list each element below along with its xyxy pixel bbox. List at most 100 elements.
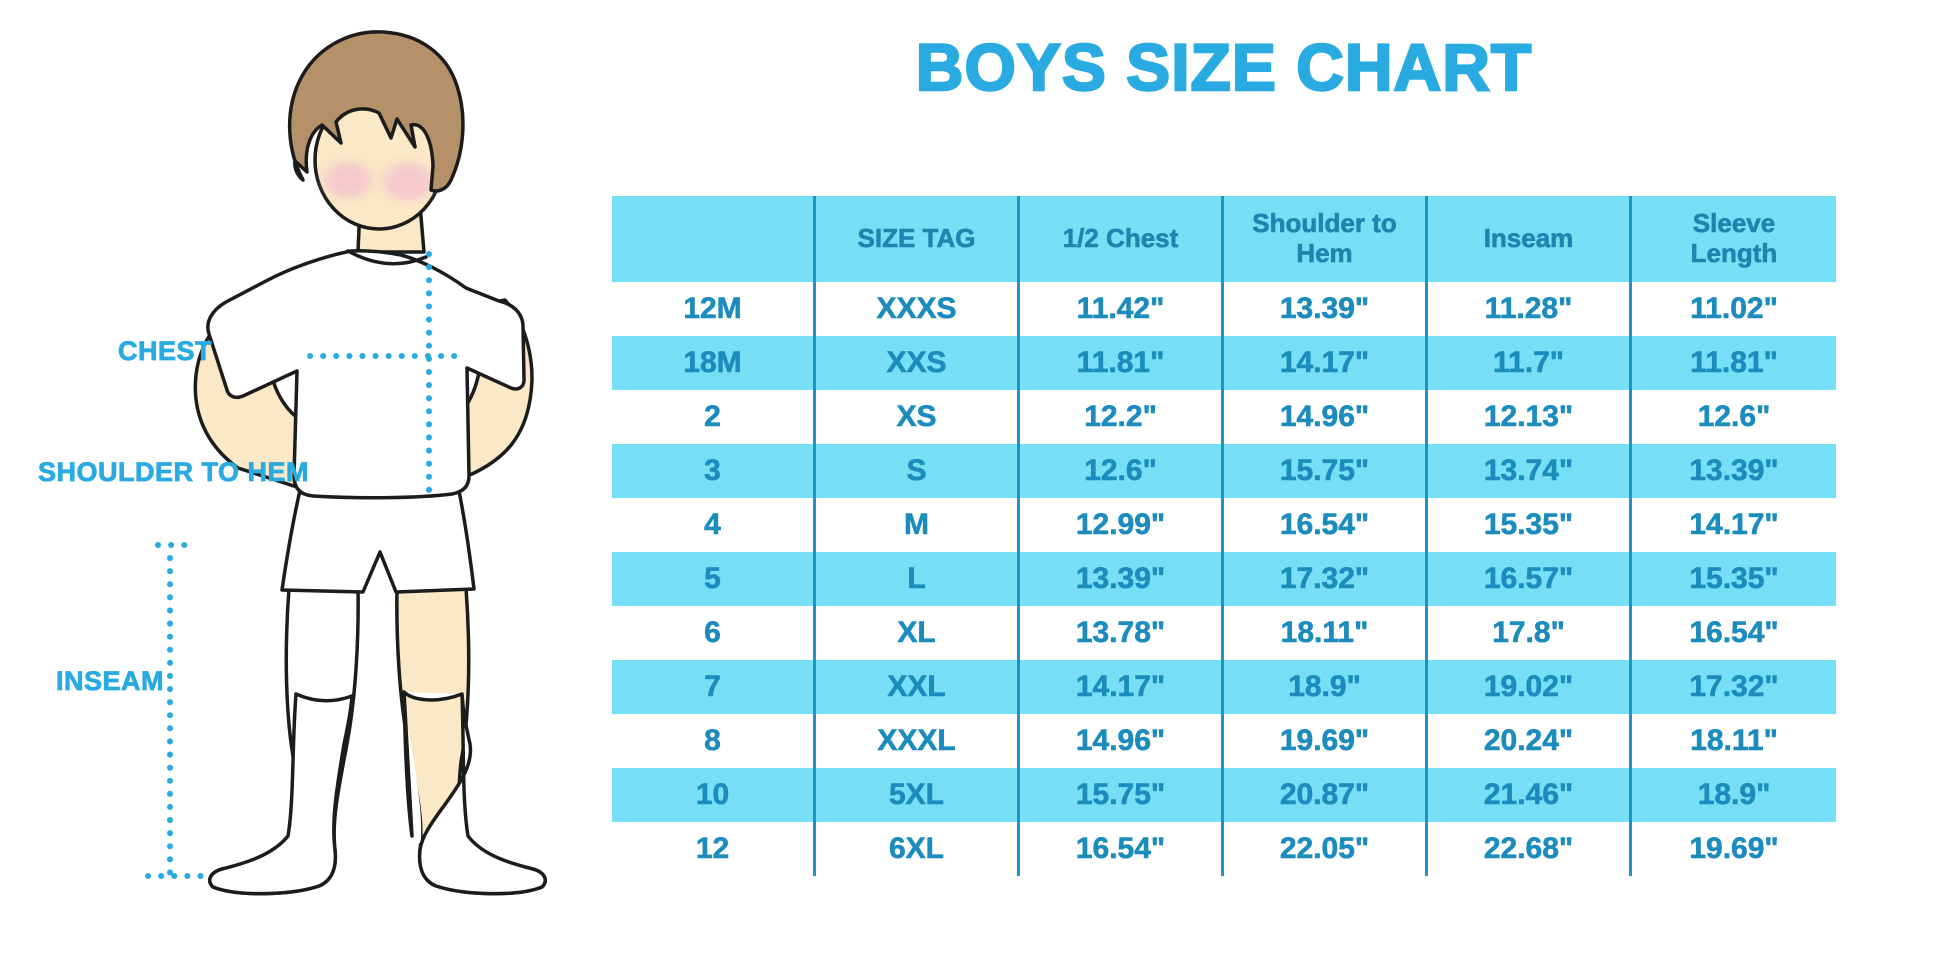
size-cell: 10 (612, 768, 816, 822)
size-cell: 18M (612, 336, 816, 390)
value-cell: 20.24" (1428, 714, 1632, 768)
table-row: 7 XXL 14.17" 18.9" 19.02" 17.32" (612, 660, 1836, 714)
value-cell: 15.35" (1689, 562, 1779, 596)
value-cell: 16.54" (1224, 498, 1428, 552)
value-cell: 12.2" (1020, 390, 1224, 444)
hair (287, 30, 465, 193)
value-cell: 18.9" (1697, 778, 1771, 812)
value-cell: 15.75" (1020, 768, 1224, 822)
boy-figure-svg (145, 30, 547, 896)
size-cell: 7 (612, 660, 816, 714)
value-cell: 18.11" (1224, 606, 1428, 660)
value-cell: 15.35" (1428, 498, 1632, 552)
left-sock (208, 692, 354, 896)
size-cell: 8 (612, 714, 816, 768)
value-cell: 11.81" (1020, 336, 1224, 390)
chest-label: CHEST (118, 336, 213, 367)
column-header-inseam: Inseam (1428, 196, 1632, 282)
value-cell: 12.99" (1020, 498, 1224, 552)
column-header-sleeve-length: Sleeve Length (1690, 208, 1778, 268)
blush-right (383, 163, 433, 201)
value-cell: 19.69" (1224, 714, 1428, 768)
shoulder-to-hem-label: SHOULDER TO HEM (38, 457, 310, 488)
column-header-size-tag: SIZE TAG (816, 196, 1020, 282)
value-cell: 11.02" (1690, 292, 1778, 326)
value-cell: 11.28" (1428, 282, 1632, 336)
value-cell: 11.42" (1020, 282, 1224, 336)
value-cell: 14.17" (1689, 508, 1779, 542)
value-cell: 13.39" (1224, 282, 1428, 336)
tshirt (206, 249, 526, 500)
size-table: SIZE TAG 1/2 Chest Shoulder to Hem Inseam Sl… (612, 196, 1836, 876)
value-cell: 20.87" (1224, 768, 1428, 822)
value-cell: 12.13" (1428, 390, 1632, 444)
table-row: 2 XS 12.2" 14.96" 12.13" 12.6" (612, 390, 1836, 444)
value-cell: 18.11" (1690, 724, 1778, 758)
value-cell: 14.17" (1224, 336, 1428, 390)
value-cell: 13.78" (1020, 606, 1224, 660)
value-cell: 6XL (816, 822, 1020, 876)
value-cell: 19.02" (1428, 660, 1632, 714)
value-cell: 17.32" (1689, 670, 1779, 704)
value-cell: XL (816, 606, 1020, 660)
boy-illustration (0, 0, 612, 973)
size-cell: 12 (612, 822, 816, 876)
table-row: 4 M 12.99" 16.54" 15.35" 14.17" (612, 498, 1836, 552)
value-cell: 12.6" (1020, 444, 1224, 498)
value-cell: 22.05" (1224, 822, 1428, 876)
value-cell: 21.46" (1428, 768, 1632, 822)
size-cell: 6 (612, 606, 816, 660)
value-cell: 17.8" (1428, 606, 1632, 660)
column-header-1-2-chest: 1/2 Chest (1020, 196, 1224, 282)
value-cell: 16.57" (1428, 552, 1632, 606)
value-cell: 13.74" (1428, 444, 1632, 498)
value-cell: 13.39" (1020, 552, 1224, 606)
value-cell: 14.96" (1224, 390, 1428, 444)
value-cell: 5XL (816, 768, 1020, 822)
table-row: 3 S 12.6" 15.75" 13.74" 13.39" (612, 444, 1836, 498)
inseam-label: INSEAM (56, 666, 165, 697)
size-cell: 2 (612, 390, 816, 444)
table-row: 12M XXXS 11.42" 13.39" 11.28" 11.02" (612, 282, 1836, 336)
table-body: 12M XXXS 11.42" 13.39" 11.28" 11.02" 18M XXS 11.… (612, 282, 1836, 876)
table-row: 10 5XL 15.75" 20.87" 21.46" 18.9" (612, 768, 1836, 822)
value-cell: 18.9" (1224, 660, 1428, 714)
tshirt-collar (346, 249, 428, 266)
value-cell: 15.75" (1224, 444, 1428, 498)
size-cell: 5 (612, 552, 816, 606)
table-row: 5 L 13.39" 17.32" 16.57" 15.35" (612, 552, 1836, 606)
value-cell: 17.32" (1224, 552, 1428, 606)
value-cell: XS (816, 390, 1020, 444)
page-title: BOYS SIZE CHART (915, 30, 1533, 104)
table-row: 12 6XL 16.54" 22.05" 22.68" 19.69" (612, 822, 1836, 876)
value-cell: 12.6" (1697, 400, 1771, 434)
value-cell: XXXS (816, 282, 1020, 336)
column-header-blank (612, 196, 816, 282)
shorts (280, 484, 476, 594)
value-cell: 14.96" (1020, 714, 1224, 768)
table-row: 8 XXXL 14.96" 19.69" 20.24" 18.11" (612, 714, 1836, 768)
value-cell: S (816, 444, 1020, 498)
right-sock-outline (402, 690, 547, 896)
value-cell: 11.7" (1428, 336, 1632, 390)
table-header-row: SIZE TAG 1/2 Chest Shoulder to Hem Inseam Sl… (612, 196, 1836, 282)
value-cell: 19.69" (1689, 832, 1779, 866)
value-cell: XXS (816, 336, 1020, 390)
value-cell: 22.68" (1428, 822, 1632, 876)
value-cell: 14.17" (1020, 660, 1224, 714)
value-cell: L (816, 552, 1020, 606)
table-row: 6 XL 13.78" 18.11" 17.8" 16.54" (612, 606, 1836, 660)
blush-left (324, 162, 372, 198)
value-cell: 16.54" (1020, 822, 1224, 876)
value-cell: 16.54" (1689, 616, 1779, 650)
value-cell: M (816, 498, 1020, 552)
value-cell: 13.39" (1689, 454, 1779, 488)
column-header-shoulder-to-hem: Shoulder to Hem (1224, 196, 1428, 282)
value-cell: XXL (816, 660, 1020, 714)
size-cell: 12M (612, 282, 816, 336)
size-cell: 4 (612, 498, 816, 552)
table-row: 18M XXS 11.81" 14.17" 11.7" 11.81" (612, 336, 1836, 390)
value-cell: 11.81" (1690, 346, 1778, 380)
size-cell: 3 (612, 444, 816, 498)
value-cell: XXXL (816, 714, 1020, 768)
